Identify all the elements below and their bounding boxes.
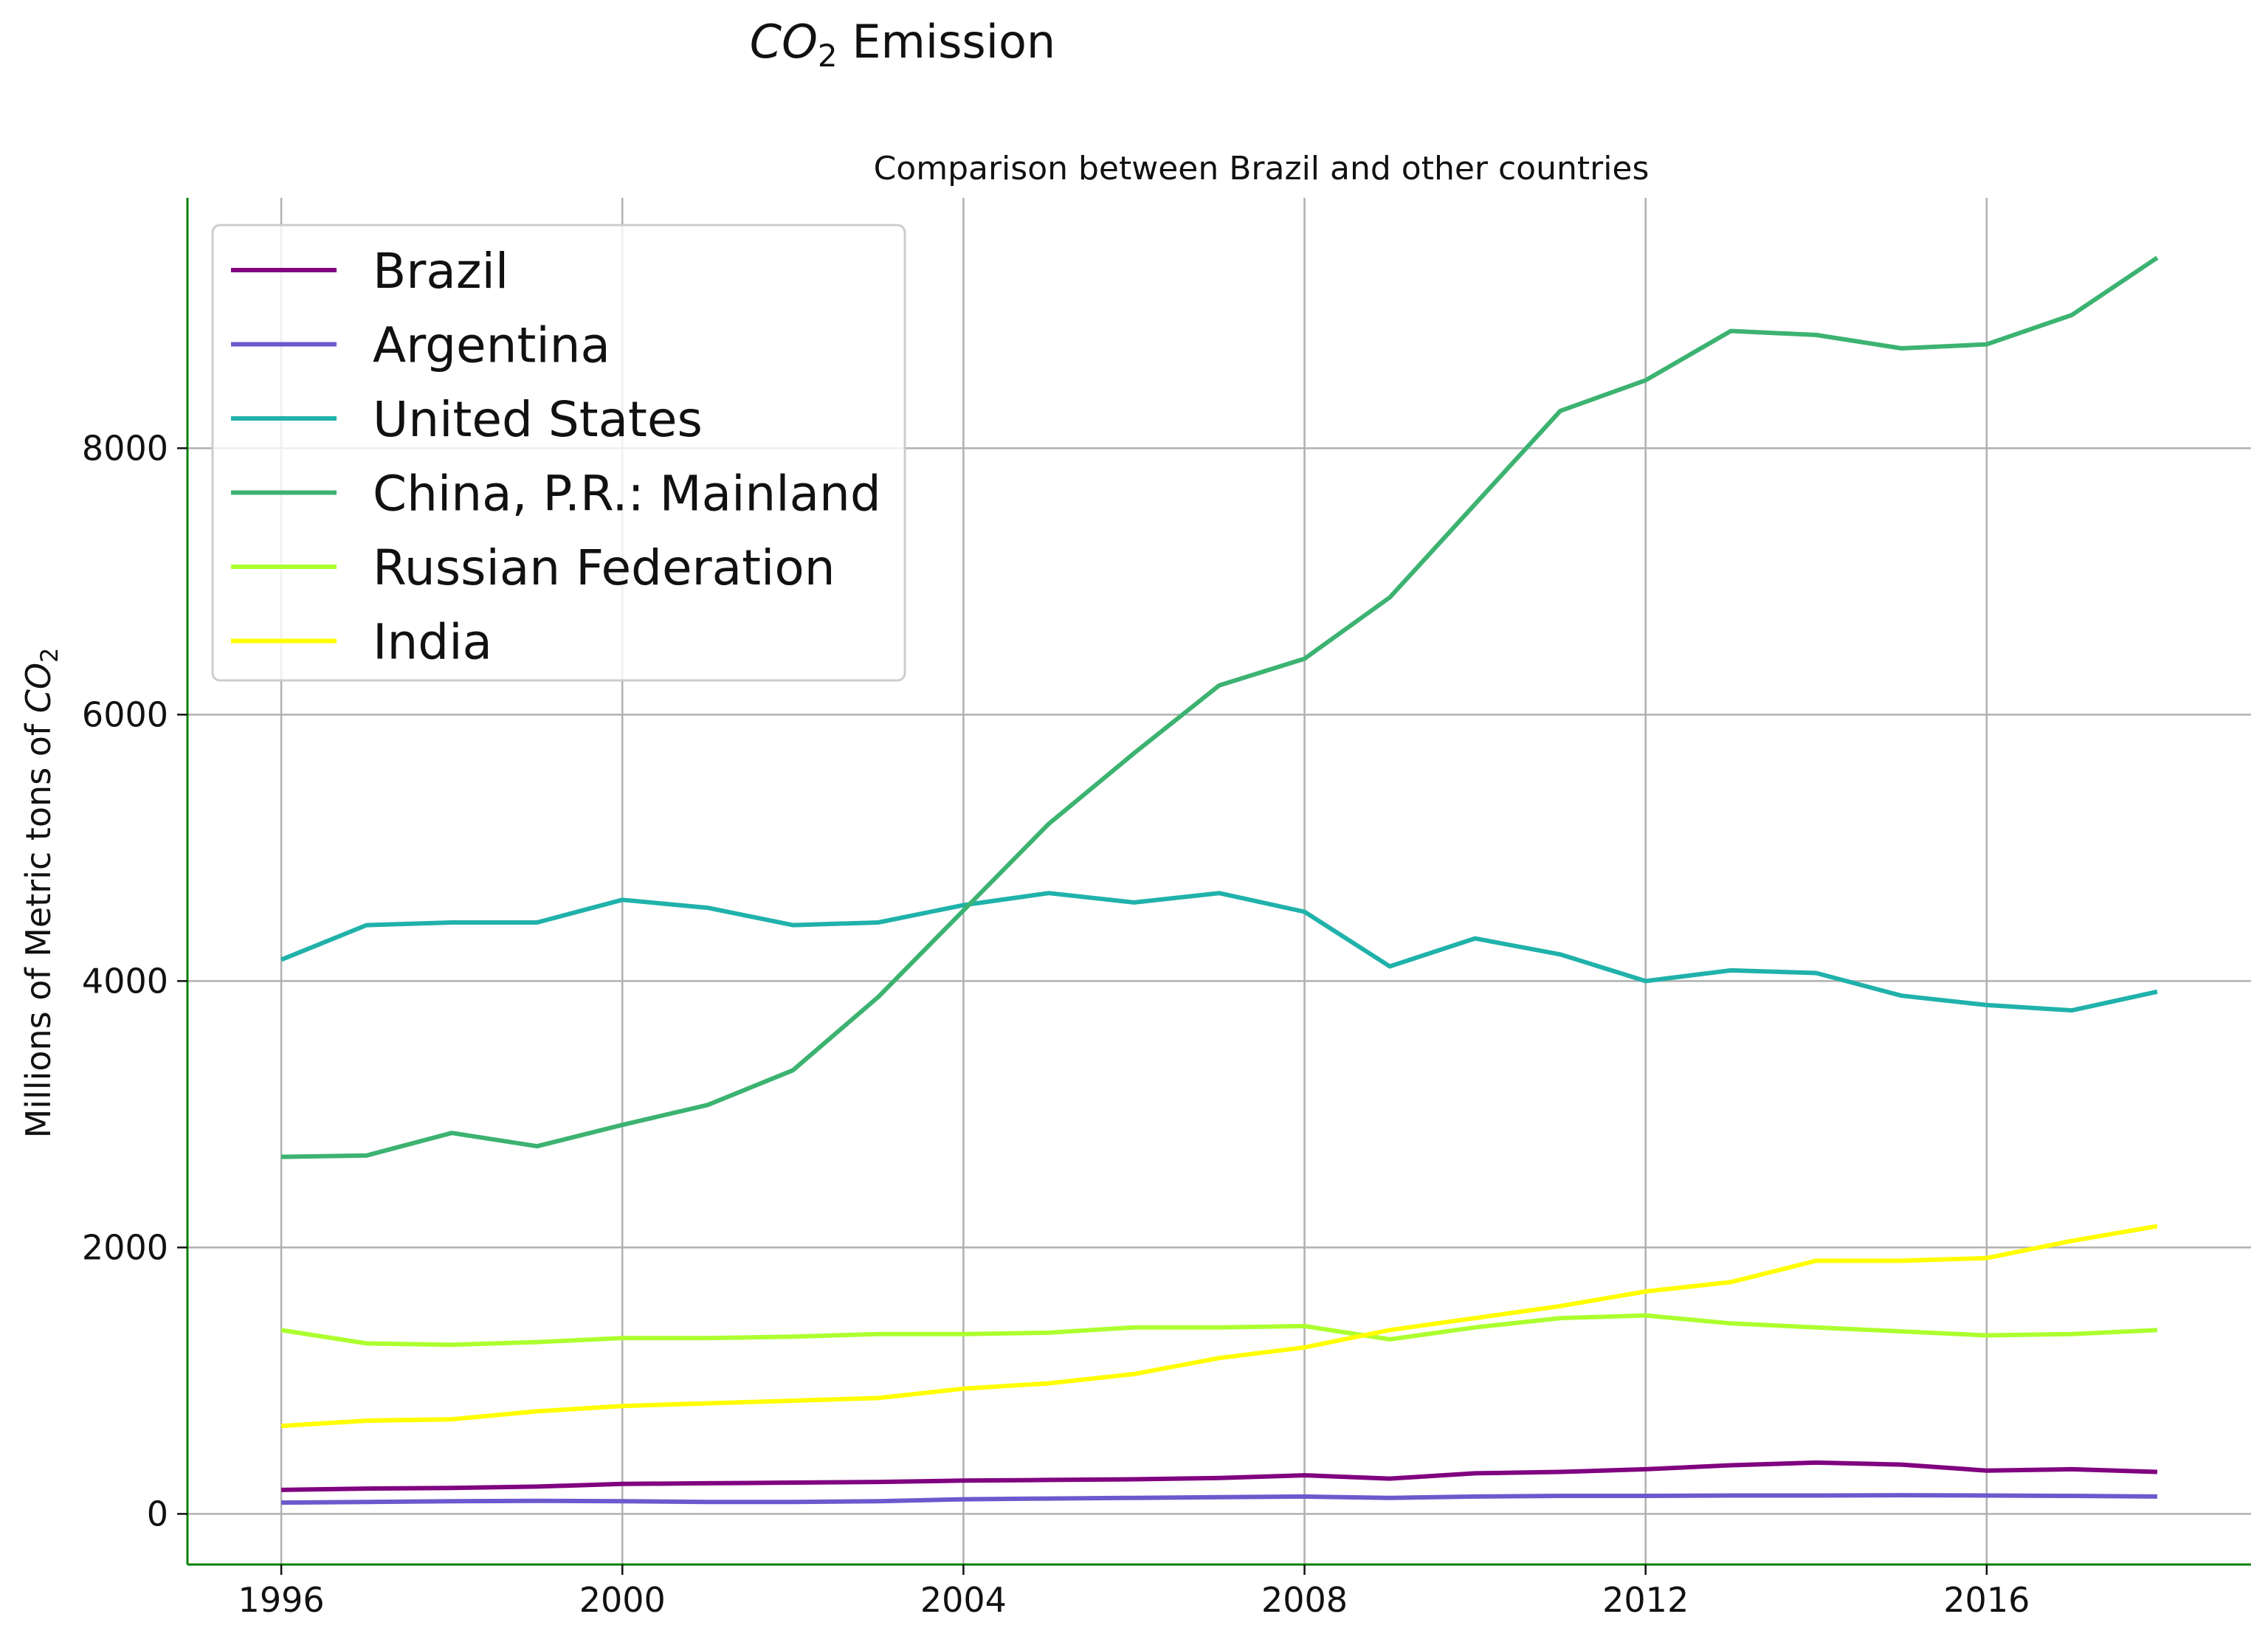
series-line-argentina	[281, 1493, 2157, 1505]
legend-label: Argentina	[373, 317, 610, 374]
x-tick-label: 2000	[579, 1580, 666, 1620]
y-tick-label: 4000	[82, 961, 168, 1001]
series-line-russian-federation	[280, 1313, 2158, 1348]
y-tick-label: 6000	[82, 694, 168, 734]
y-axis-label: Millions of Metric tons of CO2	[18, 648, 63, 1139]
chart-title: CO2 Emission	[750, 15, 1055, 74]
legend-label: China, P.R.: Mainland	[373, 466, 881, 522]
x-tick-label: 1996	[238, 1580, 325, 1620]
x-tick-label: 2004	[920, 1580, 1007, 1620]
y-tick-label: 0	[147, 1494, 168, 1534]
series-line-united-states	[280, 891, 2158, 1013]
y-tick-label: 8000	[82, 428, 168, 468]
legend-box	[211, 224, 906, 682]
legend-label: United States	[373, 391, 703, 448]
series-line-brazil	[281, 1460, 2157, 1492]
x-tick-label: 2016	[1943, 1580, 2030, 1620]
series-line-china-p-r-mainland	[281, 255, 2159, 1159]
legend-label: Russian Federation	[373, 539, 835, 596]
series-lines	[280, 255, 2159, 1505]
chart-subtitle: Comparison between Brazil and other coun…	[874, 150, 1650, 187]
legend-label: Brazil	[373, 243, 509, 300]
series-line-india	[280, 1224, 2158, 1429]
y-tick-label: 2000	[82, 1227, 168, 1267]
axes	[186, 198, 2251, 1566]
tick-labels: 1996 2000 2004 2008 2012 2016 0 2000 4000 6000 800…	[82, 428, 2030, 1620]
x-tick-label: 2012	[1602, 1580, 1689, 1620]
legend-label: India	[373, 614, 492, 671]
x-tick-label: 2008	[1261, 1580, 1348, 1620]
legend: Brazil Argentina United States China, P.R.:…	[211, 224, 906, 682]
